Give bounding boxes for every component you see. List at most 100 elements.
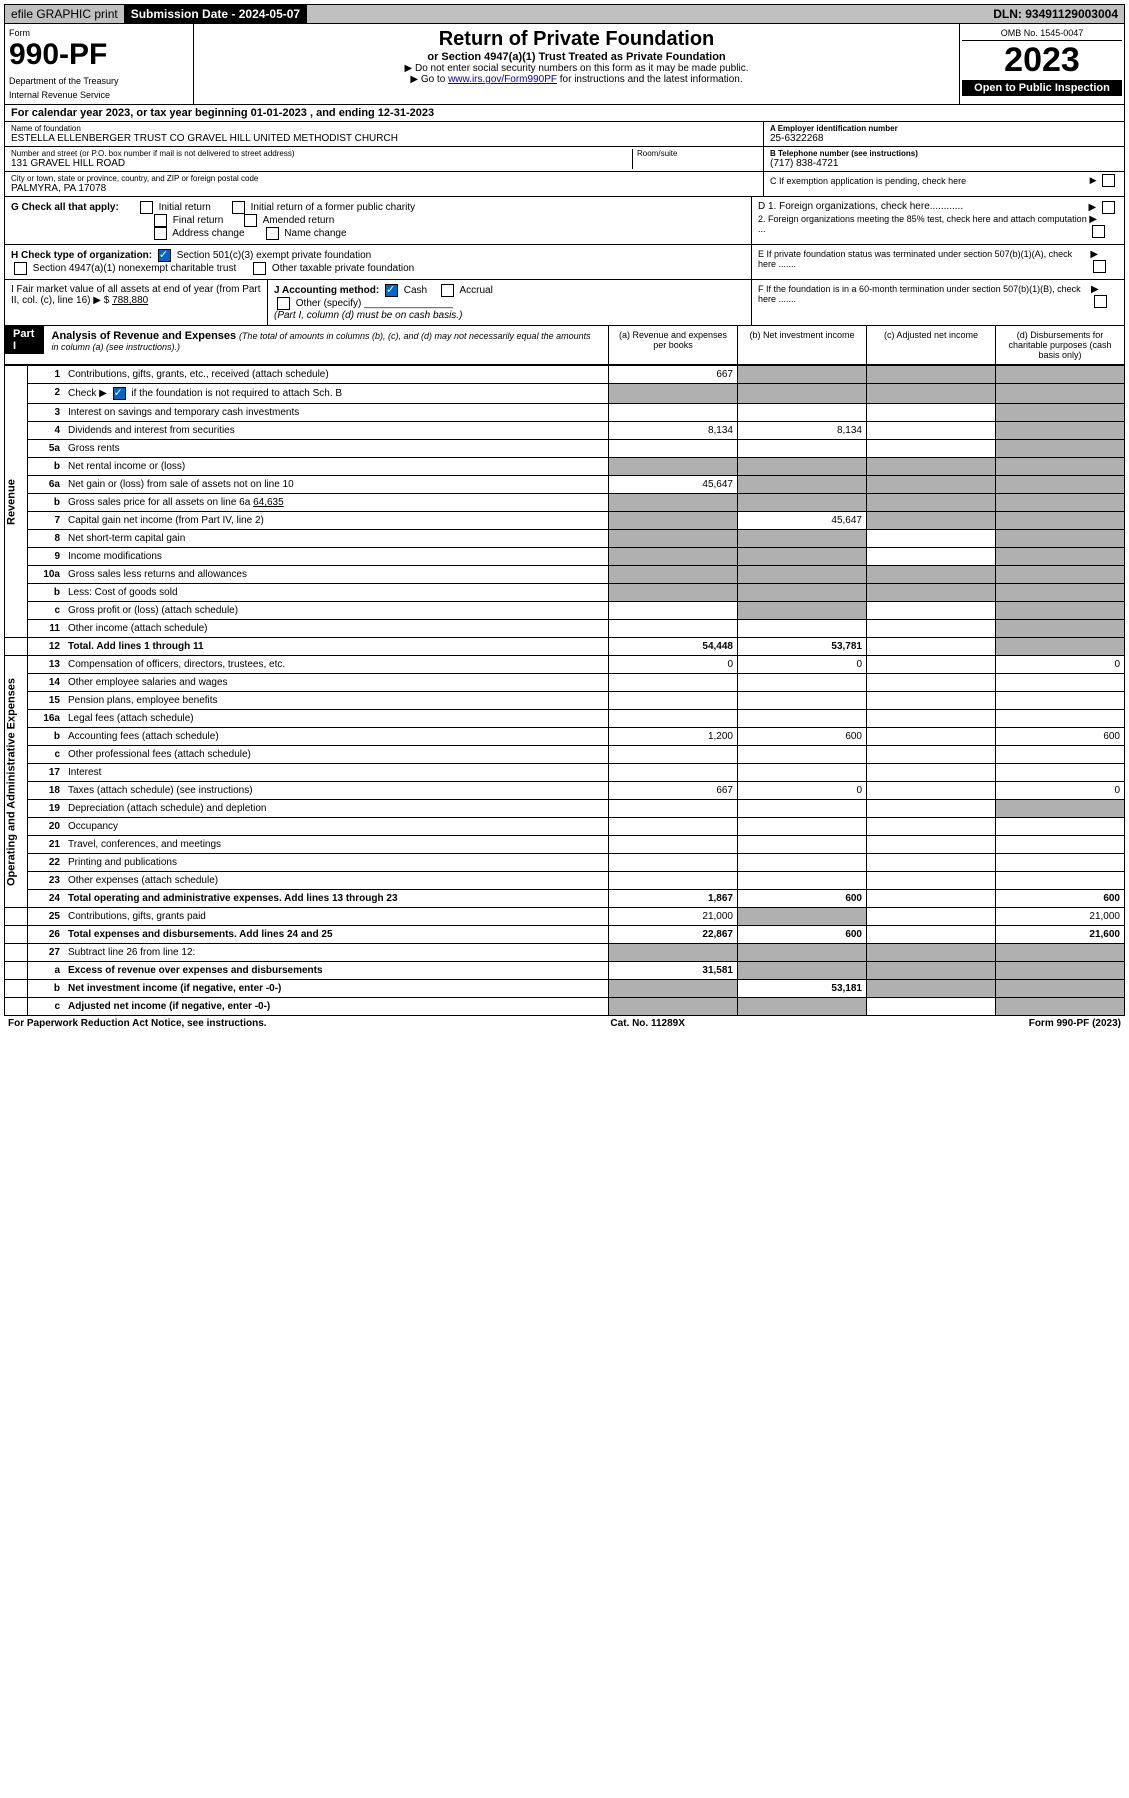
sch-b-checkbox[interactable] bbox=[113, 387, 126, 400]
form-number: 990-PF bbox=[9, 38, 189, 72]
row-6a: 6aNet gain or (loss) from sale of assets… bbox=[5, 476, 1125, 494]
row-21: 21Travel, conferences, and meetings bbox=[5, 836, 1125, 854]
h1-checkbox[interactable] bbox=[158, 249, 171, 262]
h-label: H Check type of organization: bbox=[11, 250, 152, 261]
g-section: G Check all that apply: Initial return I… bbox=[5, 197, 752, 244]
r2-num: 2 bbox=[28, 384, 65, 404]
row-19: 19Depreciation (attach schedule) and dep… bbox=[5, 800, 1125, 818]
amended-label: Amended return bbox=[263, 215, 335, 226]
row-16c: cOther professional fees (attach schedul… bbox=[5, 746, 1125, 764]
header-left: Form 990-PF Department of the Treasury I… bbox=[5, 24, 194, 104]
addr-label: Number and street (or P.O. box number if… bbox=[11, 149, 632, 158]
street-address: 131 GRAVEL HILL ROAD bbox=[11, 158, 632, 169]
calendar-year-row: For calendar year 2023, or tax year begi… bbox=[4, 105, 1125, 122]
r2-c bbox=[867, 384, 996, 404]
e-section: E If private foundation status was termi… bbox=[752, 245, 1124, 279]
row-13: Operating and Administrative Expenses 13… bbox=[5, 656, 1125, 674]
r2-d bbox=[996, 384, 1125, 404]
other-label: Other (specify) bbox=[296, 298, 362, 309]
h2-label: Section 4947(a)(1) nonexempt charitable … bbox=[33, 263, 236, 274]
final-checkbox[interactable] bbox=[154, 214, 167, 227]
c-checkbox[interactable] bbox=[1102, 174, 1115, 187]
name-change-label: Name change bbox=[284, 228, 346, 239]
j-section: J Accounting method: Cash Accrual Other … bbox=[268, 280, 752, 325]
part1-header: Part I Analysis of Revenue and Expenses … bbox=[4, 326, 1125, 365]
other-checkbox[interactable] bbox=[277, 297, 290, 310]
h2-checkbox[interactable] bbox=[14, 262, 27, 275]
initial-former-checkbox[interactable] bbox=[232, 201, 245, 214]
info-right: A Employer identification number 25-6322… bbox=[764, 122, 1124, 196]
ein-row: A Employer identification number 25-6322… bbox=[764, 122, 1124, 147]
f-checkbox[interactable] bbox=[1094, 295, 1107, 308]
j-note: (Part I, column (d) must be on cash basi… bbox=[274, 310, 462, 321]
row-11: 11Other income (attach schedule) bbox=[5, 620, 1125, 638]
address-checkbox[interactable] bbox=[154, 227, 167, 240]
row-27b: bNet investment income (if negative, ent… bbox=[5, 980, 1125, 998]
footer-right: Form 990-PF (2023) bbox=[1029, 1018, 1121, 1029]
row-5b: bNet rental income or (loss) bbox=[5, 458, 1125, 476]
col-a-header: (a) Revenue and expenses per books bbox=[608, 326, 737, 364]
footer-left: For Paperwork Reduction Act Notice, see … bbox=[8, 1018, 267, 1029]
d1-checkbox[interactable] bbox=[1102, 201, 1115, 214]
name-row: Name of foundation ESTELLA ELLENBERGER T… bbox=[5, 122, 763, 147]
instr-link-row: ▶ Go to www.irs.gov/Form990PF for instru… bbox=[198, 74, 955, 85]
h-e-row: H Check type of organization: Section 50… bbox=[4, 245, 1125, 280]
city-value: PALMYRA, PA 17078 bbox=[11, 183, 757, 194]
d2-checkbox[interactable] bbox=[1092, 225, 1105, 238]
row-8: 8Net short-term capital gain bbox=[5, 530, 1125, 548]
col-d-header: (d) Disbursements for charitable purpose… bbox=[995, 326, 1124, 364]
phone-row: B Telephone number (see instructions) (7… bbox=[764, 147, 1124, 172]
row-26: 26Total expenses and disbursements. Add … bbox=[5, 926, 1125, 944]
address-row: Number and street (or P.O. box number if… bbox=[5, 147, 763, 172]
row-12: 12Total. Add lines 1 through 1154,44853,… bbox=[5, 638, 1125, 656]
submission-date: Submission Date - 2024-05-07 bbox=[125, 5, 307, 23]
h3-checkbox[interactable] bbox=[253, 262, 266, 275]
row-3: 3Interest on savings and temporary cash … bbox=[5, 404, 1125, 422]
irs-link[interactable]: www.irs.gov/Form990PF bbox=[448, 74, 557, 85]
row-18: 18Taxes (attach schedule) (see instructi… bbox=[5, 782, 1125, 800]
column-headers: (a) Revenue and expenses per books (b) N… bbox=[608, 326, 1124, 364]
r2-desc: Check ▶ if the foundation is not require… bbox=[64, 384, 609, 404]
city-row: City or town, state or province, country… bbox=[5, 172, 763, 196]
accrual-checkbox[interactable] bbox=[441, 284, 454, 297]
foundation-info: Name of foundation ESTELLA ELLENBERGER T… bbox=[4, 122, 1125, 197]
accrual-label: Accrual bbox=[459, 285, 492, 296]
row-16a: 16aLegal fees (attach schedule) bbox=[5, 710, 1125, 728]
row-24: 24Total operating and administrative exp… bbox=[5, 890, 1125, 908]
e-checkbox[interactable] bbox=[1093, 260, 1106, 273]
phone-value: (717) 838-4721 bbox=[770, 158, 1118, 169]
phone-label: B Telephone number (see instructions) bbox=[770, 149, 1118, 158]
cash-checkbox[interactable] bbox=[385, 284, 398, 297]
row-15: 15Pension plans, employee benefits bbox=[5, 692, 1125, 710]
row-27a: aExcess of revenue over expenses and dis… bbox=[5, 962, 1125, 980]
final-label: Final return bbox=[173, 215, 224, 226]
r1-desc: Contributions, gifts, grants, etc., rece… bbox=[64, 366, 609, 384]
c-row: C If exemption application is pending, c… bbox=[764, 172, 1124, 189]
h3-label: Other taxable private foundation bbox=[272, 263, 414, 274]
initial-checkbox[interactable] bbox=[140, 201, 153, 214]
part1-label: Part I bbox=[5, 326, 44, 354]
part1-title: Analysis of Revenue and Expenses bbox=[52, 330, 237, 342]
amended-checkbox[interactable] bbox=[244, 214, 257, 227]
row-1: Revenue 1 Contributions, gifts, grants, … bbox=[5, 366, 1125, 384]
form-header: Form 990-PF Department of the Treasury I… bbox=[4, 24, 1125, 105]
d-section: D 1. Foreign organizations, check here..… bbox=[752, 197, 1124, 244]
h1-label: Section 501(c)(3) exempt private foundat… bbox=[177, 250, 372, 261]
page-footer: For Paperwork Reduction Act Notice, see … bbox=[4, 1016, 1125, 1031]
row-20: 20Occupancy bbox=[5, 818, 1125, 836]
info-left: Name of foundation ESTELLA ELLENBERGER T… bbox=[5, 122, 764, 196]
row-10a: 10aGross sales less returns and allowanc… bbox=[5, 566, 1125, 584]
header-right: OMB No. 1545-0047 2023 Open to Public In… bbox=[960, 24, 1124, 104]
e-label: E If private foundation status was termi… bbox=[758, 249, 1090, 273]
dln-label: DLN: 93491129003004 bbox=[987, 5, 1124, 23]
name-change-checkbox[interactable] bbox=[266, 227, 279, 240]
col-c-header: (c) Adjusted net income bbox=[866, 326, 995, 364]
cash-label: Cash bbox=[404, 285, 427, 296]
footer-center: Cat. No. 11289X bbox=[610, 1018, 684, 1029]
form-title: Return of Private Foundation bbox=[198, 28, 955, 51]
ein-label: A Employer identification number bbox=[770, 124, 1118, 133]
part1-table: Revenue 1 Contributions, gifts, grants, … bbox=[4, 365, 1125, 1016]
name-label: Name of foundation bbox=[11, 124, 757, 133]
r1-a: 667 bbox=[609, 366, 738, 384]
row-16b: bAccounting fees (attach schedule)1,2006… bbox=[5, 728, 1125, 746]
